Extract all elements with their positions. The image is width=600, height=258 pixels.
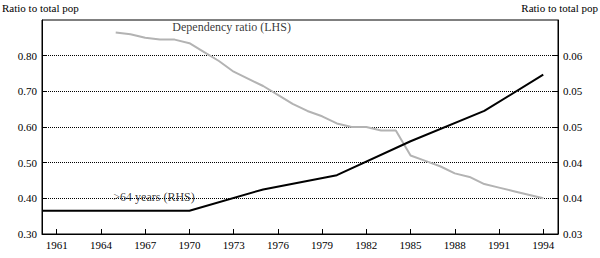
svg-text:1985: 1985 [400,239,423,251]
svg-text:1994: 1994 [532,239,555,251]
svg-text:Dependency ratio (LHS): Dependency ratio (LHS) [172,20,291,34]
svg-text:0.03: 0.03 [563,228,583,240]
svg-text:0.30: 0.30 [18,228,38,240]
svg-text:0.60: 0.60 [18,121,38,133]
svg-text:0.70: 0.70 [18,85,38,97]
svg-text:>64 years (RHS): >64 years (RHS) [113,190,194,204]
svg-text:1982: 1982 [355,239,377,251]
svg-text:1973: 1973 [223,239,246,251]
svg-text:1970: 1970 [178,239,201,251]
svg-text:0.50: 0.50 [18,157,38,169]
svg-text:1961: 1961 [46,239,68,251]
svg-text:0.06: 0.06 [563,50,583,62]
svg-text:1991: 1991 [488,239,510,251]
svg-text:0.05: 0.05 [563,85,583,97]
svg-text:0.80: 0.80 [18,50,38,62]
svg-text:0.04: 0.04 [563,157,583,169]
svg-text:1976: 1976 [267,239,290,251]
svg-text:1988: 1988 [444,239,467,251]
svg-text:1964: 1964 [90,239,113,251]
svg-text:1979: 1979 [311,239,334,251]
svg-text:0.05: 0.05 [563,121,583,133]
svg-text:Ratio to total pop: Ratio to total pop [521,2,598,14]
svg-text:0.40: 0.40 [18,192,38,204]
svg-text:Ratio to total pop: Ratio to total pop [2,2,79,14]
svg-text:1967: 1967 [134,239,157,251]
svg-text:0.04: 0.04 [563,192,583,204]
